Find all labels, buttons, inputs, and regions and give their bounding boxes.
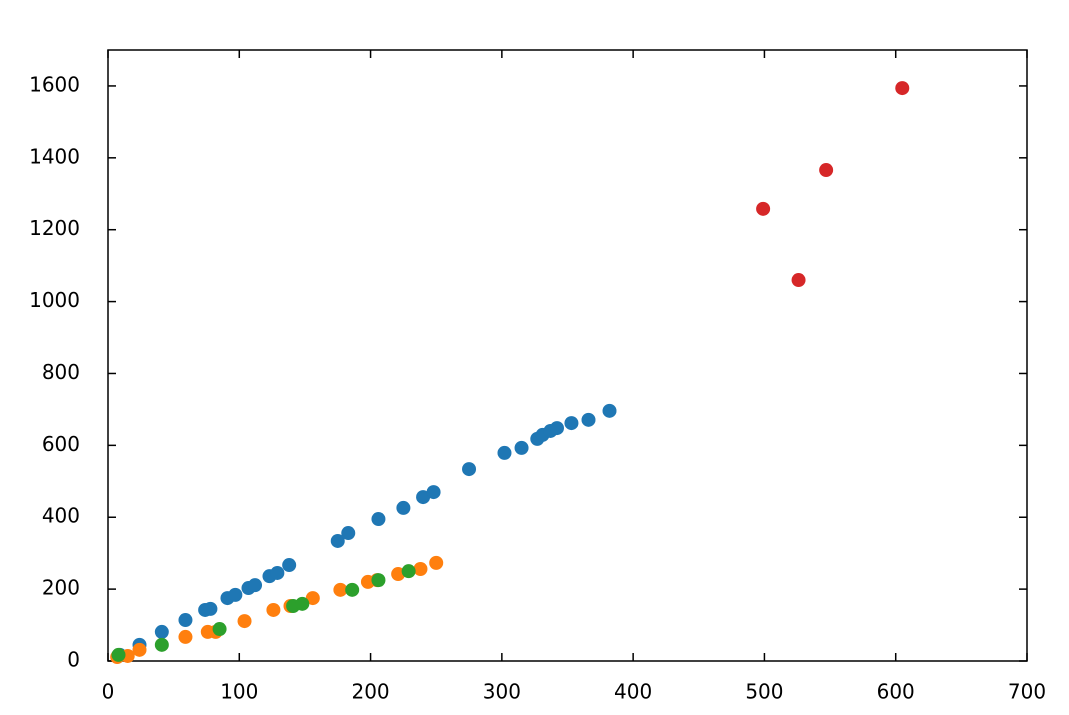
x-tick-label: 100 [220,680,258,704]
point [564,416,579,431]
y-tick-label: 1000 [29,288,80,312]
point [178,629,193,644]
point [413,561,428,576]
point [581,412,596,427]
point [602,403,617,418]
y-tick-label: 0 [67,648,80,672]
point [212,622,227,637]
point [514,440,529,455]
y-tick-label: 1200 [29,216,80,240]
point [330,533,345,548]
x-tick-label: 700 [1008,680,1046,704]
point [429,555,444,570]
point [819,163,834,178]
point [305,591,320,606]
point [266,602,281,617]
point [111,647,126,662]
point [154,624,169,639]
point [497,445,512,460]
point [416,490,431,505]
point [371,573,386,588]
point [178,613,193,628]
point [396,500,411,515]
x-tick-label: 300 [483,680,521,704]
point [132,642,147,657]
point [203,601,218,616]
y-tick-label: 1600 [29,72,80,96]
point [371,512,386,527]
point [791,273,806,288]
point [237,614,252,629]
point [549,421,564,436]
point [462,462,477,477]
x-tick-label: 600 [877,680,915,704]
point [295,596,310,611]
point [282,558,297,573]
point [228,587,243,602]
x-tick-label: 400 [614,680,652,704]
y-tick-label: 1400 [29,144,80,168]
y-tick-label: 400 [42,504,80,528]
x-tick-label: 500 [745,680,783,704]
point [756,201,771,216]
point [154,637,169,652]
point [333,582,348,597]
y-tick-label: 800 [42,360,80,384]
x-tick-label: 200 [351,680,389,704]
point [341,526,356,541]
point [391,567,406,582]
y-tick-label: 600 [42,432,80,456]
point [401,564,416,579]
point [426,485,441,500]
point [270,565,285,580]
point [895,81,910,96]
point [248,578,263,593]
point [345,582,360,597]
x-tick-label: 0 [102,680,115,704]
plot-frame [107,49,1028,662]
y-tick-label: 200 [42,576,80,600]
